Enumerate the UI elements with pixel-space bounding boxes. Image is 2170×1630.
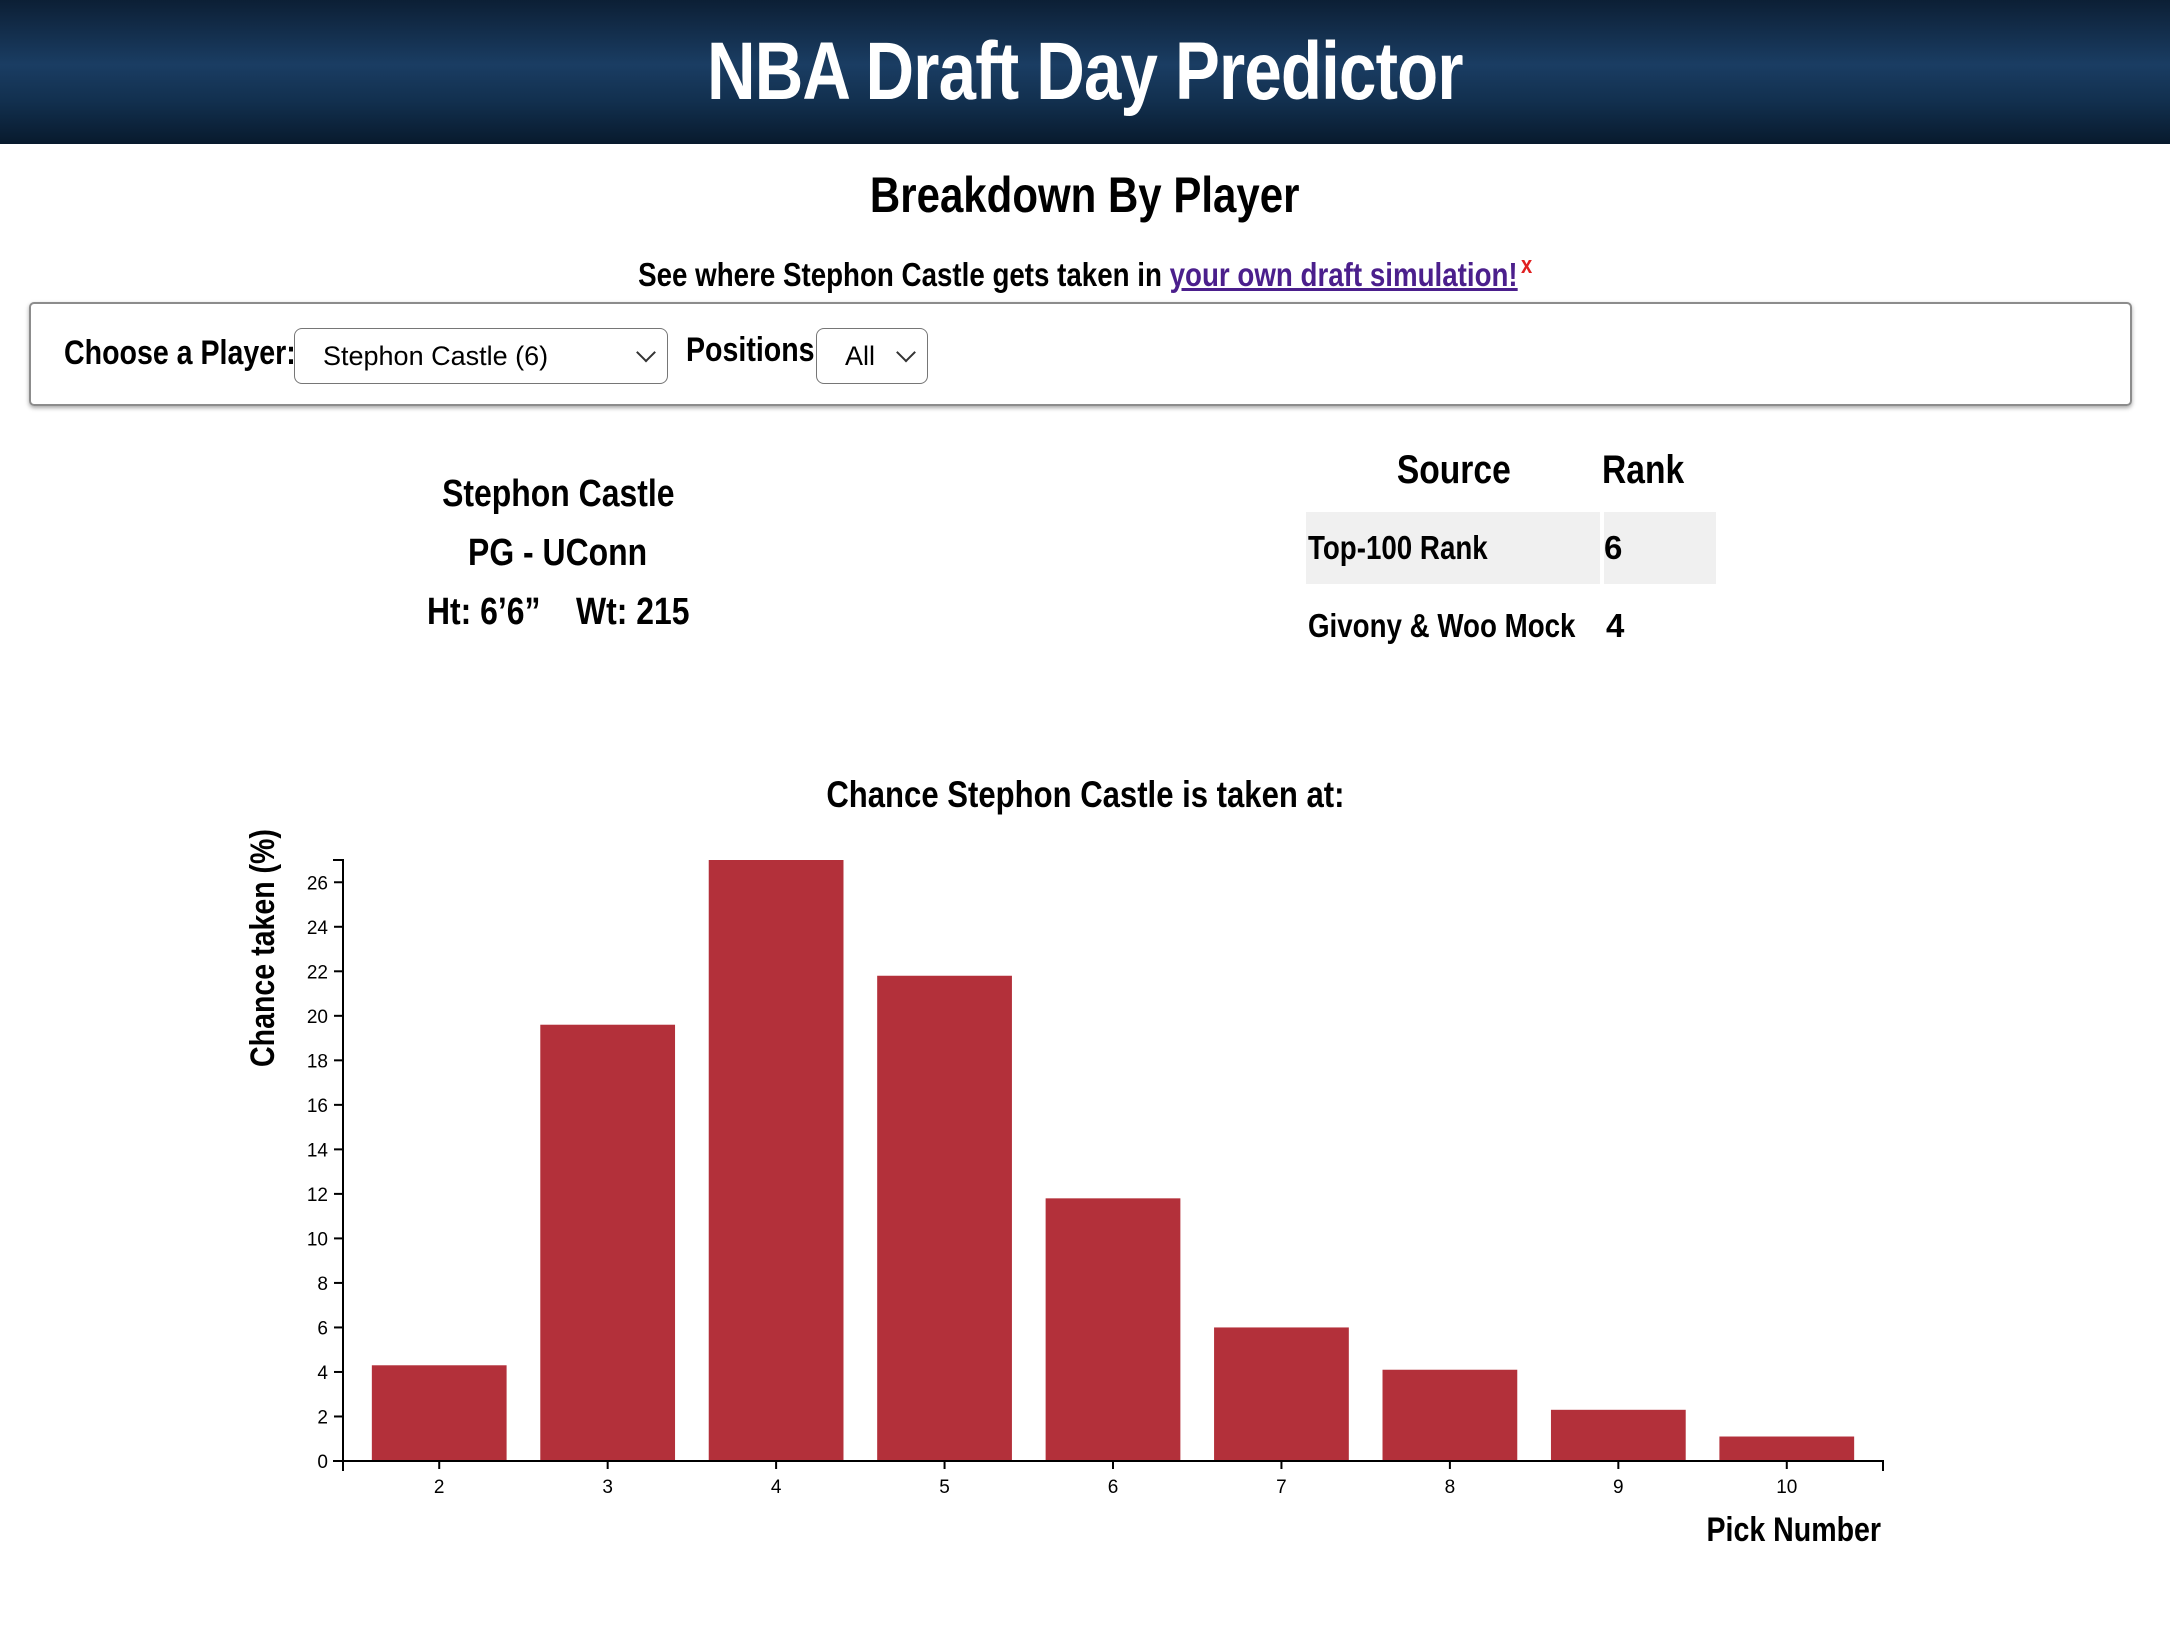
y-tick-label: 0 — [317, 1452, 328, 1473]
positions-select-label: Positions: — [686, 331, 825, 369]
chart-title: Chance Stephon Castle is taken at: — [825, 774, 1345, 815]
x-tick-label: 10 — [1776, 1477, 1797, 1498]
rankings-source-cell: Givony & Woo Mock — [1308, 607, 1576, 644]
y-tick-label: 18 — [307, 1051, 328, 1072]
chart-bar — [1045, 1198, 1181, 1461]
player-height: Ht: 6’6” — [426, 591, 541, 633]
x-tick-label: 4 — [771, 1477, 782, 1498]
player-select-value: Stephon Castle (6) — [323, 340, 549, 371]
rankings-header-source: Source — [1396, 448, 1511, 492]
y-tick-label: 4 — [317, 1363, 328, 1384]
x-tick-label: 5 — [939, 1477, 950, 1498]
x-tick-label: 8 — [1445, 1477, 1456, 1498]
y-tick-label: 20 — [307, 1007, 328, 1028]
section-title-text: Breakdown By Player — [870, 167, 1300, 223]
app-title: NBA Draft Day Predictor — [707, 26, 1464, 117]
rankings-rank-cell: 4 — [1606, 607, 1625, 644]
chart-bar — [371, 1365, 507, 1461]
y-tick-label: 6 — [317, 1318, 328, 1339]
chart-bar — [1719, 1436, 1855, 1461]
player-select[interactable]: Stephon Castle (6) — [294, 328, 668, 384]
chart-bar — [1214, 1327, 1349, 1461]
chart-bar — [1382, 1369, 1518, 1461]
y-tick-label: 12 — [307, 1185, 328, 1206]
positions-select-value: All — [845, 340, 876, 371]
rankings-rank-cell: 6 — [1604, 512, 1716, 584]
chart-bar — [540, 1024, 676, 1461]
y-tick-label: 8 — [317, 1274, 328, 1295]
controls-panel: Choose a Player: Stephon Castle (6) Posi… — [29, 302, 2132, 406]
chevron-down-icon — [636, 342, 656, 363]
player-weight: Wt: 215 — [575, 591, 690, 633]
simulation-link[interactable]: your own draft simulation! — [1169, 256, 1518, 293]
y-tick-label: 10 — [307, 1229, 328, 1250]
y-tick-label: 2 — [317, 1407, 328, 1428]
x-tick-label: 3 — [602, 1477, 613, 1498]
x-tick-label: 2 — [434, 1477, 445, 1498]
y-tick-label: 26 — [307, 873, 328, 894]
app-header: NBA Draft Day Predictor — [0, 0, 2170, 144]
promo-text: See where Stephon Castle gets taken in — [637, 256, 1170, 293]
x-tick-label: 6 — [1108, 1477, 1119, 1498]
chart-bar — [877, 975, 1012, 1461]
player-name: Stephon Castle — [441, 473, 675, 515]
player-measurements: Ht: 6’6” Wt: 215 — [427, 583, 690, 642]
chart-bar — [708, 860, 844, 1461]
y-tick-label: 22 — [307, 962, 328, 983]
y-tick-label: 16 — [307, 1096, 328, 1117]
rankings-header-rank: Rank — [1602, 448, 1685, 492]
promo-close-icon[interactable]: x — [1520, 252, 1533, 279]
y-axis-line — [333, 859, 344, 1462]
x-axis-label: Pick Number — [1707, 1511, 1881, 1549]
x-axis-line — [342, 1460, 1884, 1471]
chart-bar — [1550, 1409, 1686, 1461]
chevron-down-icon — [896, 342, 916, 363]
player-select-label: Choose a Player: — [64, 334, 296, 372]
y-axis-label: Chance taken (%) — [244, 829, 282, 1067]
section-title: Breakdown By Player — [0, 166, 2170, 224]
player-position-school: PG - UConn — [468, 532, 648, 574]
rankings-source-cell: Top-100 Rank — [1306, 512, 1600, 584]
promo-banner: See where Stephon Castle gets taken in y… — [0, 252, 2170, 294]
positions-select[interactable]: All — [816, 328, 928, 384]
x-tick-label: 7 — [1276, 1477, 1287, 1498]
promo-line: See where Stephon Castle gets taken in y… — [637, 252, 1532, 294]
y-tick-label: 24 — [307, 918, 329, 939]
x-tick-label: 9 — [1613, 1477, 1624, 1498]
y-tick-label: 14 — [307, 1140, 329, 1161]
player-info: Stephon Castle PG - UConn Ht: 6’6” Wt: 2… — [358, 465, 758, 642]
